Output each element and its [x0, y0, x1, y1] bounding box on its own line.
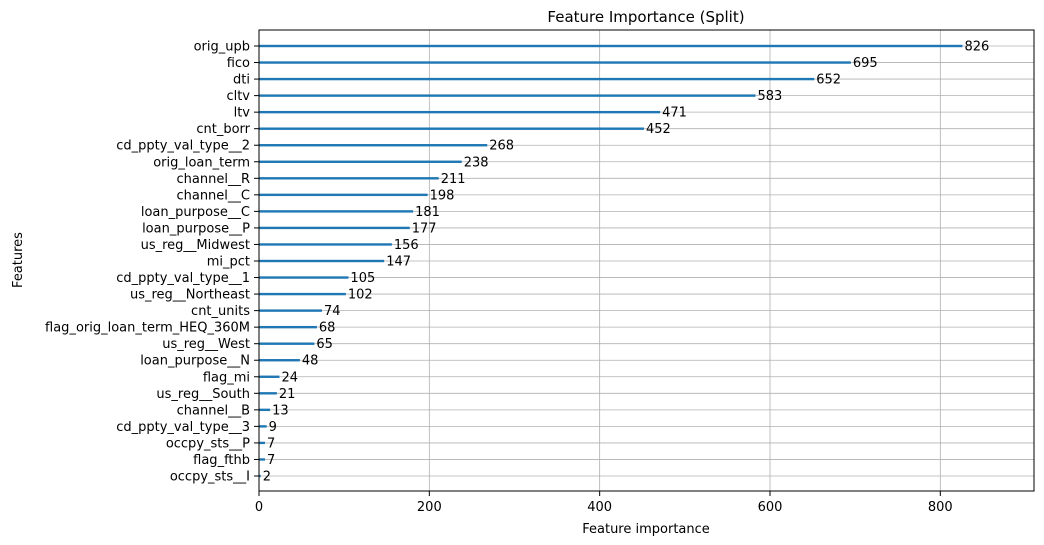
- x-tick-label: 200: [417, 500, 442, 515]
- bar: [259, 441, 265, 445]
- y-tick-label: orig_loan_term: [153, 155, 250, 170]
- x-tick-label: 600: [758, 500, 783, 515]
- y-tick-label: us_reg__West: [162, 337, 250, 352]
- data-label: 198: [430, 188, 455, 203]
- bar: [259, 77, 815, 81]
- data-label: 13: [272, 403, 289, 418]
- data-label: 826: [964, 40, 989, 55]
- bar: [259, 474, 261, 478]
- y-tick-label: occpy_sts__I: [170, 470, 250, 485]
- bar: [259, 243, 392, 246]
- data-label: 2: [263, 470, 271, 485]
- bar: [259, 276, 349, 279]
- y-tick-label: occpy_sts__P: [166, 436, 250, 451]
- y-tick-label: us_reg__Midwest: [141, 238, 250, 253]
- data-label: 268: [489, 139, 514, 154]
- x-tick-label: 0: [255, 500, 263, 515]
- x-axis-title: Feature importance: [582, 522, 710, 537]
- bar: [259, 458, 265, 461]
- y-tick-label: mi_pct: [207, 255, 250, 270]
- y-tick-label: us_reg__South: [156, 387, 250, 402]
- data-label: 21: [279, 387, 296, 402]
- bar: [259, 325, 317, 329]
- data-label: 181: [415, 205, 440, 220]
- bar: [259, 259, 385, 263]
- bar: [259, 425, 267, 428]
- bar: [259, 160, 462, 163]
- bar: [259, 127, 644, 130]
- y-tick-label: flag_fthb: [193, 453, 250, 468]
- y-tick-label: channel__C: [176, 188, 250, 203]
- y-tick-label: orig_upb: [194, 40, 250, 55]
- bar: [259, 292, 346, 296]
- bar: [259, 210, 414, 213]
- y-axis-title: Features: [11, 232, 26, 288]
- bar: [259, 144, 488, 147]
- x-axis: 0 200 400 600 800: [255, 491, 953, 515]
- y-tick-label: fico: [227, 56, 250, 71]
- y-tick-label: flag_orig_loan_term_HEQ_360M: [45, 321, 250, 336]
- y-tick-label: cd_ppty_val_type__3: [116, 420, 250, 435]
- data-label: 7: [267, 436, 275, 451]
- data-label: 238: [464, 155, 489, 170]
- bar: [259, 193, 428, 197]
- data-label: 695: [853, 56, 878, 71]
- data-label: 24: [281, 370, 298, 385]
- y-tick-label: us_reg__Northeast: [130, 288, 250, 303]
- y-tick-label: channel__R: [177, 172, 250, 187]
- bar: [259, 375, 280, 378]
- bar: [259, 392, 277, 395]
- data-label: 471: [662, 106, 687, 121]
- bar: [259, 110, 661, 114]
- data-label: 583: [758, 89, 783, 104]
- bar: [259, 94, 756, 97]
- data-label: 7: [267, 453, 275, 468]
- y-tick-label: cnt_units: [191, 304, 250, 319]
- y-tick-label: flag_mi: [203, 370, 250, 385]
- y-tick-label: cltv: [226, 89, 250, 104]
- data-labels: 8266956525834714522682382111981811771561…: [263, 40, 990, 485]
- x-tick-label: 400: [587, 500, 612, 515]
- data-label: 147: [386, 255, 411, 270]
- data-label: 156: [394, 238, 419, 253]
- y-tick-label: ltv: [234, 106, 251, 121]
- data-label: 102: [348, 288, 373, 303]
- data-label: 65: [316, 337, 333, 352]
- data-label: 652: [816, 73, 841, 88]
- y-tick-label: cnt_borr: [196, 122, 250, 137]
- y-tick-label: dti: [233, 73, 250, 88]
- bar: [259, 408, 271, 412]
- bar: [259, 44, 963, 48]
- data-label: 68: [319, 321, 336, 336]
- bar: [259, 359, 300, 362]
- data-label: 211: [441, 172, 466, 187]
- bar: [259, 177, 439, 180]
- data-label: 48: [302, 354, 319, 369]
- bars: [259, 44, 963, 478]
- data-label: 177: [412, 221, 437, 236]
- y-tick-label: loan_purpose__C: [141, 205, 250, 220]
- chart-title: Feature Importance (Split): [547, 8, 744, 26]
- y-tick-label: loan_purpose__P: [142, 221, 250, 236]
- y-tick-label: channel__B: [177, 403, 250, 418]
- x-tick-label: 800: [928, 500, 953, 515]
- data-label: 452: [646, 122, 671, 137]
- y-tick-label: cd_ppty_val_type__2: [116, 139, 250, 154]
- data-label: 9: [269, 420, 277, 435]
- data-label: 74: [324, 304, 341, 319]
- bar: [259, 226, 410, 230]
- bar: [259, 342, 315, 345]
- y-tick-label: cd_ppty_val_type__1: [116, 271, 250, 286]
- y-tick-label: loan_purpose__N: [140, 354, 250, 369]
- bar: [259, 309, 323, 312]
- bar: [259, 61, 851, 64]
- data-label: 105: [350, 271, 375, 286]
